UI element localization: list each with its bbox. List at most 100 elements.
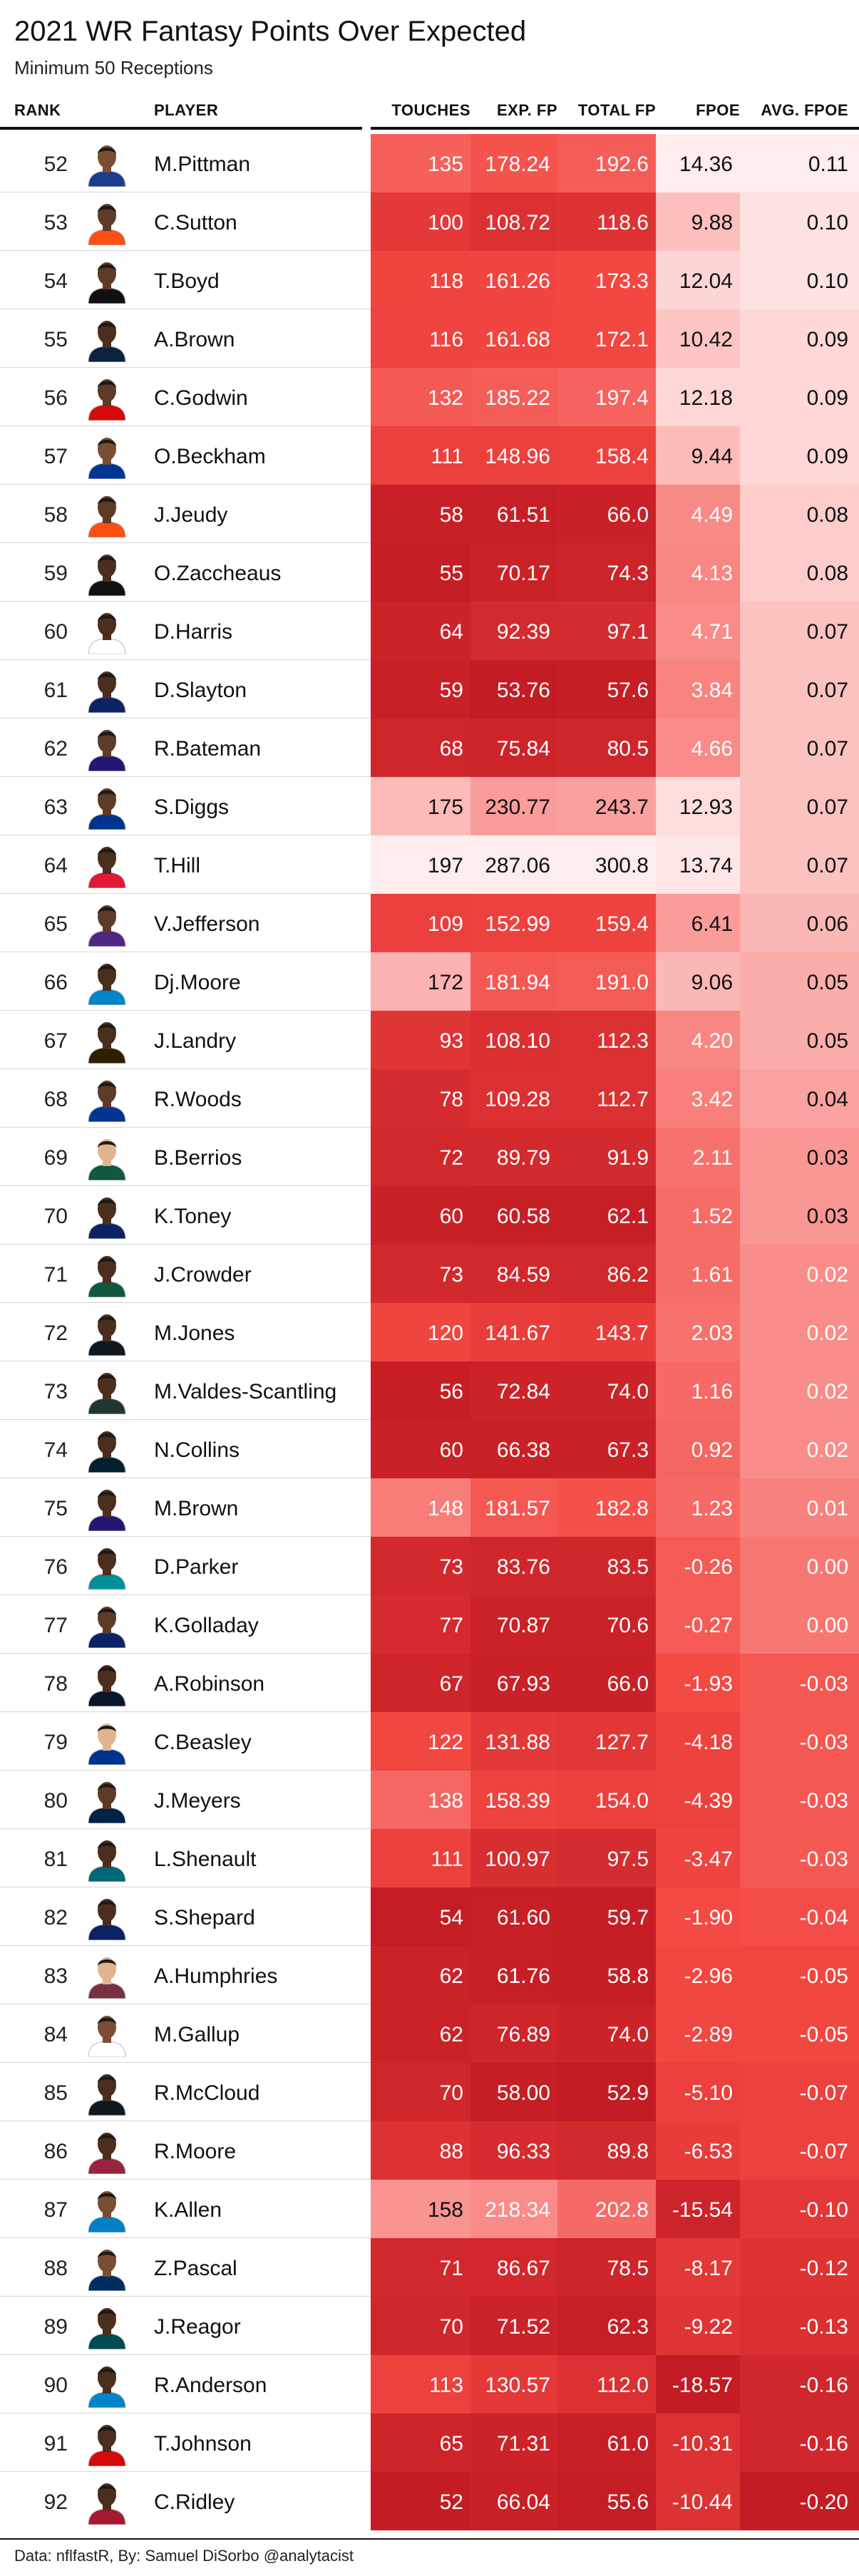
cell-exp-fp-value: 109.28 xyxy=(485,1088,550,1111)
row-divider xyxy=(0,893,371,894)
cell-exp-fp: 287.06 xyxy=(470,835,557,894)
row-divider xyxy=(0,542,371,543)
player-headshot-icon xyxy=(86,1484,128,1532)
cell-exp-fp: 76.89 xyxy=(470,2004,557,2063)
rank-cell: 81 xyxy=(43,1848,68,1871)
cell-total-fp: 173.3 xyxy=(557,251,656,309)
cell-exp-fp-value: 70.87 xyxy=(496,1614,550,1637)
cell-fpoe-value: 9.88 xyxy=(691,211,733,235)
cell-total-fp: 112.7 xyxy=(557,1069,656,1128)
table-row: 76 D.Parker 73 83.76 83.5 -0.26 0.00 xyxy=(0,1537,859,1595)
cell-touches: 62 xyxy=(371,2004,470,2063)
cell-touches-value: 58 xyxy=(439,503,463,527)
cell-exp-fp-value: 230.77 xyxy=(485,795,550,819)
table-row: 87 K.Allen 158 218.34 202.8 -15.54 -0.10 xyxy=(0,2180,859,2238)
cell-touches: 138 xyxy=(371,1771,470,1829)
rank-cell: 69 xyxy=(43,1146,68,1170)
table-row: 71 J.Crowder 73 84.59 86.2 1.61 0.02 xyxy=(0,1245,859,1303)
cell-total-fp-value: 158.4 xyxy=(595,445,649,468)
header-rank: RANK xyxy=(14,101,61,119)
cell-avg-fpoe: -0.10 xyxy=(740,2180,859,2238)
cell-total-fp: 80.5 xyxy=(557,718,656,777)
row-divider xyxy=(0,1419,371,1420)
cell-total-fp-value: 74.0 xyxy=(607,2023,649,2046)
cell-fpoe: 13.74 xyxy=(656,835,740,894)
cell-total-fp-value: 143.7 xyxy=(595,1322,649,1345)
cell-touches: 52 xyxy=(371,2472,470,2530)
cell-fpoe: 9.06 xyxy=(656,952,740,1011)
rank-cell: 83 xyxy=(43,1964,68,1988)
player-headshot-icon xyxy=(86,432,128,480)
cell-touches: 60 xyxy=(371,1186,470,1245)
cell-fpoe: 12.18 xyxy=(656,368,740,426)
cell-exp-fp: 70.17 xyxy=(470,543,557,602)
player-headshot-icon xyxy=(86,1133,128,1181)
cell-fpoe-value: 12.93 xyxy=(679,795,733,819)
cell-fpoe: 9.44 xyxy=(656,426,740,485)
player-headshot-icon xyxy=(86,2419,128,2467)
cell-fpoe-value: -18.57 xyxy=(672,2374,733,2397)
player-headshot-icon xyxy=(86,198,128,246)
cell-exp-fp-value: 70.17 xyxy=(496,562,550,585)
cell-total-fp-value: 91.9 xyxy=(607,1146,649,1170)
cell-touches-value: 71 xyxy=(439,2257,463,2280)
table-row: 81 L.Shenault 111 100.97 97.5 -3.47 -0.03 xyxy=(0,1829,859,1887)
rank-cell: 53 xyxy=(43,211,68,235)
player-name: R.McCloud xyxy=(154,2081,260,2105)
row-divider xyxy=(0,2062,371,2063)
cell-fpoe: -4.39 xyxy=(656,1771,740,1829)
player-headshot-icon xyxy=(86,1718,128,1766)
player-name: R.Woods xyxy=(154,1088,242,1111)
table-row: 75 M.Brown 148 181.57 182.8 1.23 0.01 xyxy=(0,1478,859,1537)
player-name: D.Parker xyxy=(154,1555,239,1579)
row-divider xyxy=(0,1302,371,1303)
cell-total-fp: 97.1 xyxy=(557,602,656,660)
cell-fpoe-value: -9.22 xyxy=(684,2315,733,2339)
cell-exp-fp-value: 72.84 xyxy=(496,1380,550,1403)
cell-exp-fp-value: 161.68 xyxy=(485,328,550,351)
cell-fpoe: -18.57 xyxy=(656,2355,740,2413)
cell-exp-fp-value: 58.00 xyxy=(496,2081,550,2105)
cell-touches: 72 xyxy=(371,1128,470,1186)
cell-exp-fp-value: 71.31 xyxy=(496,2432,550,2456)
cell-exp-fp-value: 61.60 xyxy=(496,1906,550,1930)
page-title: 2021 WR Fantasy Points Over Expected xyxy=(14,16,527,47)
cell-avg-fpoe: -0.05 xyxy=(740,1946,859,2004)
cell-total-fp: 74.3 xyxy=(557,543,656,602)
table-row: 83 A.Humphries 62 61.76 58.8 -2.96 -0.05 xyxy=(0,1946,859,2004)
player-name: Z.Pascal xyxy=(154,2257,237,2280)
cell-exp-fp: 60.58 xyxy=(470,1186,557,1245)
rank-cell: 54 xyxy=(43,269,68,293)
row-divider xyxy=(0,1653,371,1654)
cell-fpoe: 4.13 xyxy=(656,543,740,602)
cell-avg-fpoe-value: -0.12 xyxy=(799,2257,848,2280)
cell-touches-value: 132 xyxy=(427,386,463,410)
cell-avg-fpoe-value: 0.02 xyxy=(806,1263,848,1287)
cell-touches-value: 93 xyxy=(439,1029,463,1053)
rank-cell: 92 xyxy=(43,2490,68,2514)
cell-avg-fpoe-value: 0.07 xyxy=(806,854,848,877)
cell-exp-fp: 161.26 xyxy=(470,251,557,309)
cell-fpoe: 1.61 xyxy=(656,1245,740,1303)
table-row: 90 R.Anderson 113 130.57 112.0 -18.57 -0.16 xyxy=(0,2355,859,2413)
cell-total-fp-value: 172.1 xyxy=(595,328,649,351)
cell-fpoe-value: -0.26 xyxy=(684,1555,733,1579)
table-row: 78 A.Robinson 67 67.93 66.0 -1.93 -0.03 xyxy=(0,1654,859,1712)
player-name: J.Landry xyxy=(154,1029,237,1053)
cell-fpoe: 2.03 xyxy=(656,1303,740,1361)
cell-avg-fpoe-value: 0.02 xyxy=(806,1322,848,1345)
cell-touches: 65 xyxy=(371,2413,470,2472)
cell-total-fp-value: 59.7 xyxy=(607,1906,649,1930)
cell-total-fp-value: 78.5 xyxy=(607,2257,649,2280)
table-row: 53 C.Sutton 100 108.72 118.6 9.88 0.10 xyxy=(0,192,859,251)
player-headshot-icon xyxy=(86,724,128,772)
cell-total-fp-value: 243.7 xyxy=(595,795,649,819)
player-name: M.Brown xyxy=(154,1497,239,1520)
cell-exp-fp: 148.96 xyxy=(470,426,557,485)
cell-exp-fp-value: 67.93 xyxy=(496,1672,550,1696)
cell-touches: 70 xyxy=(371,2063,470,2121)
player-headshot-icon xyxy=(86,1016,128,1064)
cell-total-fp: 58.8 xyxy=(557,1946,656,2004)
table-row: 72 M.Jones 120 141.67 143.7 2.03 0.02 xyxy=(0,1303,859,1361)
cell-fpoe: -1.90 xyxy=(656,1887,740,1946)
